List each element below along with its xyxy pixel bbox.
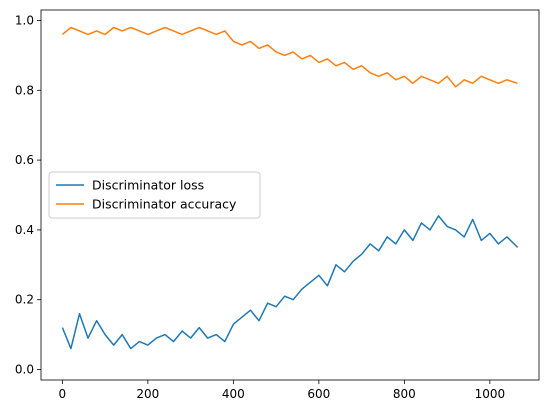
x-tick-label: 1000	[475, 387, 506, 401]
y-tick-label: 1.0	[15, 13, 34, 27]
series-line-accuracy	[61, 26, 518, 88]
y-tick-label: 0.4	[15, 223, 34, 237]
x-tick-label: 200	[136, 387, 159, 401]
y-tick-label: 0.6	[15, 153, 34, 167]
plot-frame	[40, 9, 540, 381]
legend-box	[48, 171, 261, 219]
legend: Discriminator loss Discriminator accurac…	[48, 171, 261, 219]
y-tick-label: 0.8	[15, 83, 34, 97]
y-tick-label: 0.2	[15, 293, 34, 307]
legend-label-accuracy: Discriminator accuracy	[92, 197, 237, 212]
y-axis: 0.0 0.2 0.4 0.6 0.8 1.0	[15, 13, 41, 377]
series-line-loss	[61, 215, 519, 350]
x-tick-label: 400	[222, 387, 245, 401]
x-tick-label: 600	[307, 387, 330, 401]
x-tick-label: 800	[393, 387, 416, 401]
x-tick-label: 0	[59, 387, 67, 401]
y-tick-label: 0.0	[15, 363, 34, 377]
series-layer	[61, 26, 519, 350]
x-axis: 0 200 400 600 800 1000	[59, 380, 506, 401]
legend-label-loss: Discriminator loss	[92, 178, 204, 193]
